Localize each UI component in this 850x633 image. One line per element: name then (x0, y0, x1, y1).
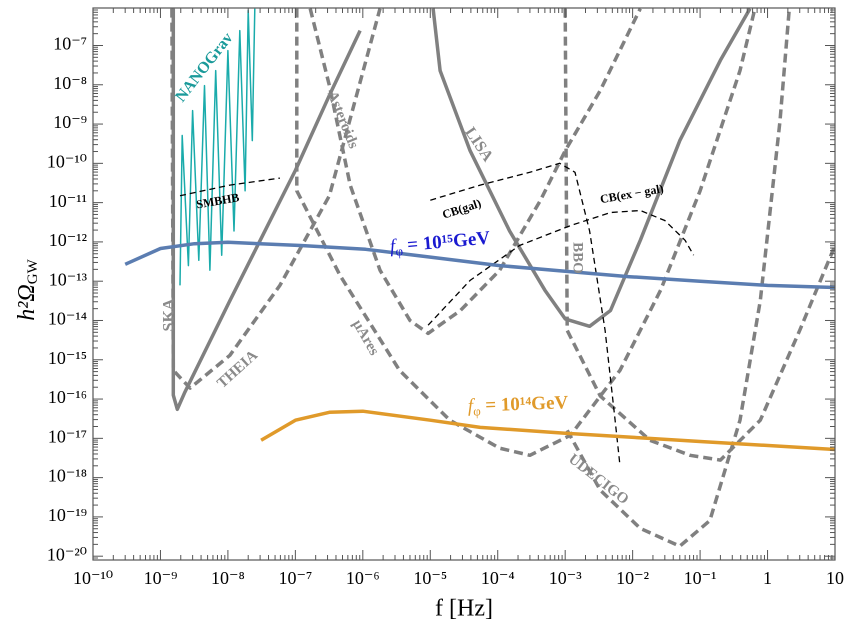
curve (430, 162, 621, 466)
x-tick-label: 10⁻⁶ (346, 568, 380, 588)
annotation-var: f (389, 236, 399, 258)
annotation-var: f (467, 396, 476, 417)
x-tick-label: 1 (763, 568, 772, 588)
x-tick-label: 10⁻¹ (684, 568, 717, 588)
curve (308, 8, 642, 336)
y-tick-label: 10⁻¹⁴ (48, 309, 87, 329)
y-tick-label: 10⁻¹⁵ (48, 348, 87, 368)
curve (179, 177, 280, 197)
x-axis-label: f [Hz] (435, 596, 493, 622)
axes-frame (92, 7, 836, 561)
curve-label: BBO (570, 242, 586, 274)
y-tick-label: 10⁻⁷ (53, 34, 87, 54)
x-tick-label: 10⁻⁸ (211, 568, 245, 588)
y-tick-label: 10⁻⁹ (53, 112, 87, 132)
x-tick-label: 10 (826, 568, 844, 588)
y-tick-label: 10⁻¹⁰ (47, 151, 87, 171)
annotation-rest: = 10¹⁴GeV (480, 393, 569, 417)
x-tick-label: 10⁻² (616, 568, 649, 588)
x-tick-label: 10⁻³ (549, 568, 583, 588)
curve (124, 240, 835, 290)
curve (431, 8, 752, 329)
curve-label: μAres (349, 317, 382, 358)
x-tick-label: 10⁻⁹ (144, 568, 178, 588)
y-axis-label-sub: GW (25, 258, 41, 284)
curve (179, 8, 256, 286)
annotation-rest: = 10¹⁵GeV (402, 228, 491, 257)
y-tick-label: 10⁻¹⁶ (48, 387, 87, 407)
curve-label: SKA (161, 298, 178, 331)
y-tick-label: 10⁻¹⁹ (48, 505, 87, 525)
x-tick-label: 10⁻⁵ (413, 568, 447, 588)
x-tick-label: 10⁻¹⁰ (73, 568, 113, 588)
plot-area (124, 8, 835, 548)
x-tick-label: 10⁻⁷ (278, 568, 312, 588)
curve-label: UDECIGO (565, 451, 631, 508)
y-axis-label-main: h²Ω (14, 284, 40, 321)
curve (563, 8, 835, 462)
curve (171, 8, 362, 412)
y-tick-label: 10⁻²⁰ (47, 544, 87, 564)
curve-label: Asteroids (324, 89, 362, 151)
curve (260, 409, 835, 452)
curve (295, 8, 757, 458)
y-tick-label: 10⁻⁸ (53, 73, 87, 93)
curve (427, 209, 695, 326)
curve-label: CB(gal) (440, 196, 482, 222)
y-axis-label: h²ΩGW (14, 258, 42, 320)
y-tick-label: 10⁻¹¹ (49, 191, 87, 211)
annotation: fφ = 10¹⁴GeV (467, 393, 568, 419)
curve (565, 8, 792, 548)
x-tick-label: 10⁻⁴ (481, 568, 515, 588)
y-tick-label: 10⁻¹⁷ (48, 426, 87, 446)
annotation-sub: φ (395, 243, 404, 259)
curve-label: THEIA (214, 347, 261, 391)
y-tick-label: 10⁻¹² (49, 230, 87, 250)
annotation-sub: φ (473, 403, 481, 418)
annotation: fφ = 10¹⁵GeV (389, 228, 491, 259)
y-tick-label: 10⁻¹³ (49, 269, 88, 289)
y-tick-label: 10⁻¹⁸ (48, 466, 87, 486)
curve (170, 8, 382, 390)
